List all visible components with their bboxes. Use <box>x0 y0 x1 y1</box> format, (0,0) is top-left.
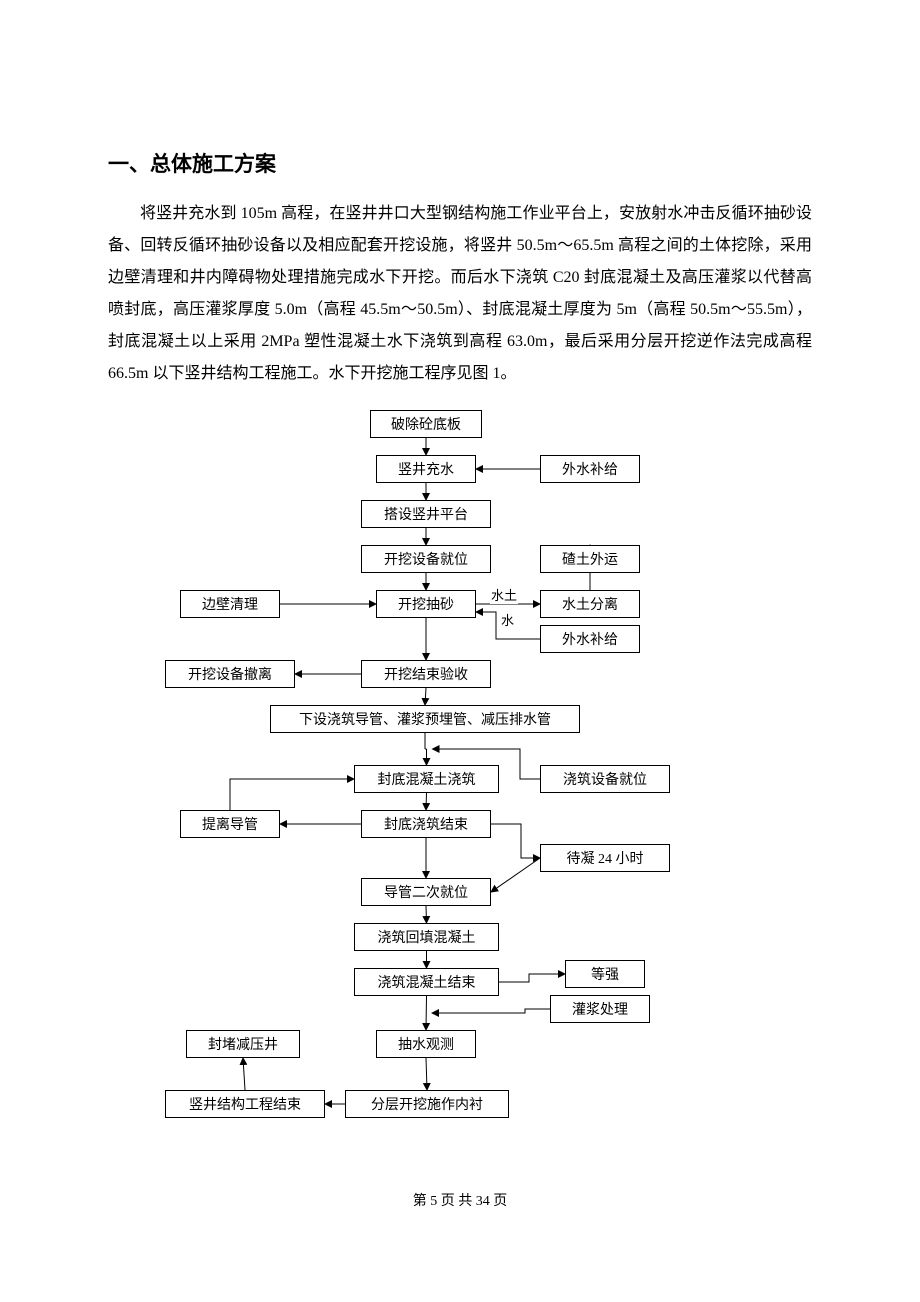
flowchart-node: 封底混凝土浇筑 <box>354 765 499 793</box>
flowchart-node: 边壁清理 <box>180 590 280 618</box>
section-heading: 一、总体施工方案 <box>108 148 812 178</box>
flowchart-node: 外水补给 <box>540 625 640 653</box>
flowchart-node: 水土分离 <box>540 590 640 618</box>
flowchart-node: 竖井结构工程结束 <box>165 1090 325 1118</box>
flowchart-node: 下设浇筑导管、灌浆预埋管、减压排水管 <box>270 705 580 733</box>
flowchart-node: 分层开挖施作内衬 <box>345 1090 509 1118</box>
flowchart-node: 封底浇筑结束 <box>361 810 491 838</box>
flowchart-node: 竖井充水 <box>376 455 476 483</box>
flowchart-node: 浇筑混凝土结束 <box>354 968 499 996</box>
flowchart-node: 碴土外运 <box>540 545 640 573</box>
page: 一、总体施工方案 将竖井充水到 105m 高程，在竖井井口大型钢结构施工作业平台… <box>0 0 920 1250</box>
flowchart-node: 开挖抽砂 <box>376 590 476 618</box>
flowchart-node: 封堵减压井 <box>186 1030 300 1058</box>
flowchart-node: 灌浆处理 <box>550 995 650 1023</box>
flowchart: 破除砼底板竖井充水外水补给搭设竖井平台开挖设备就位碴土外运边壁清理开挖抽砂水土分… <box>110 410 810 1150</box>
flowchart-node: 待凝 24 小时 <box>540 844 670 872</box>
flowchart-node: 提离导管 <box>180 810 280 838</box>
flowchart-node: 导管二次就位 <box>361 878 491 906</box>
flowchart-node: 抽水观测 <box>376 1030 476 1058</box>
flowchart-node: 外水补给 <box>540 455 640 483</box>
flowchart-node: 破除砼底板 <box>370 410 482 438</box>
flowchart-node: 开挖设备撤离 <box>165 660 295 688</box>
flowchart-node: 浇筑回填混凝土 <box>354 923 499 951</box>
flowchart-node: 搭设竖井平台 <box>361 500 491 528</box>
page-footer: 第 5 页 共 34 页 <box>108 1190 812 1210</box>
flowchart-node: 开挖结束验收 <box>361 660 491 688</box>
edge-label: 水 <box>500 610 515 629</box>
flowchart-node: 等强 <box>565 960 645 988</box>
flowchart-node: 浇筑设备就位 <box>540 765 670 793</box>
edge-label: 水土 <box>490 585 518 604</box>
flowchart-node: 开挖设备就位 <box>361 545 491 573</box>
body-paragraph: 将竖井充水到 105m 高程，在竖井井口大型钢结构施工作业平台上，安放射水冲击反… <box>108 198 812 390</box>
